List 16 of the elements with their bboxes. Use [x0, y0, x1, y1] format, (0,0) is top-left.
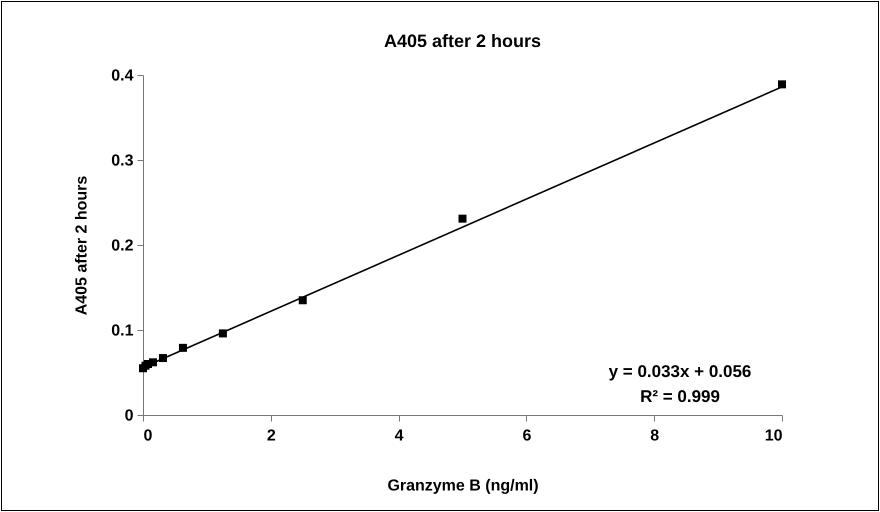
chart-title: A405 after 2 hours	[384, 31, 542, 51]
annotation: y = 0.033x + 0.056	[608, 362, 752, 381]
x-tick-label: 0	[144, 428, 152, 444]
x-tick-label: 2	[266, 428, 276, 444]
x-tick-label: 8	[650, 428, 660, 444]
y-tick-label: 0.2	[111, 238, 134, 254]
y-axis-title: A405 after 2 hours	[73, 176, 90, 316]
x-axis-title: Granzyme B (ng/ml)	[387, 478, 539, 494]
x-tick-label: 4	[394, 428, 404, 444]
y-tick-label: 0.1	[111, 322, 134, 340]
annotation: R² = 0.999	[640, 387, 720, 406]
y-tick-label: 0.4	[111, 68, 134, 84]
x-tick-label: 6	[522, 428, 532, 444]
y-tick-label: 0	[124, 408, 134, 424]
y-tick-label: 0.3	[111, 152, 134, 170]
x-tick-label: 10	[764, 428, 783, 444]
